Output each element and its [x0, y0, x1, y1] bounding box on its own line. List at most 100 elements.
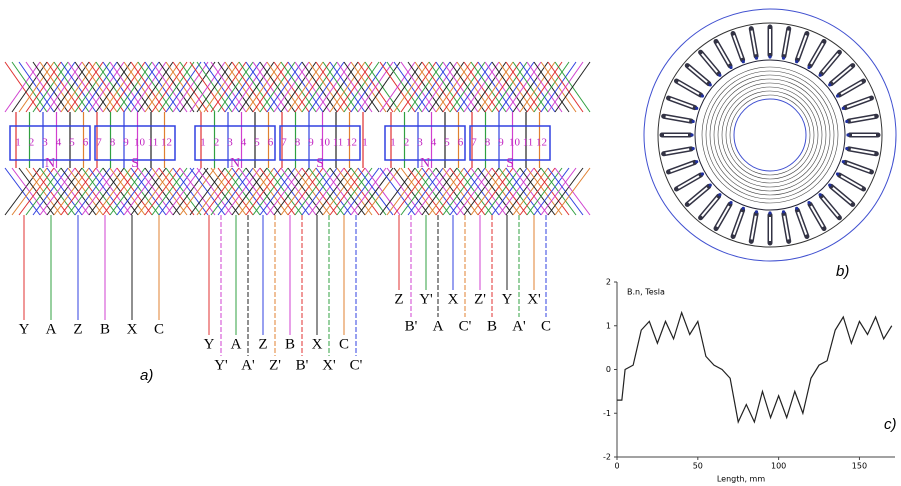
slot-number: 7 — [281, 137, 287, 149]
slot-core — [702, 54, 717, 72]
panel-label: c) — [884, 416, 897, 433]
slot-number: 8 — [485, 137, 491, 149]
y-tick-label: 0 — [606, 365, 611, 374]
node — [709, 83, 712, 86]
terminal-label: B' — [405, 318, 418, 334]
terminal-label: A — [231, 336, 242, 352]
node — [692, 147, 695, 150]
flux-line — [722, 87, 818, 183]
node — [842, 107, 845, 110]
node — [692, 120, 695, 123]
x-tick-label: 150 — [852, 462, 867, 471]
pole-label: N — [230, 156, 240, 171]
slot-core — [833, 188, 851, 203]
terminal-label: Y' — [214, 357, 228, 373]
node — [701, 94, 704, 97]
terminal-label: C' — [350, 357, 363, 373]
node — [795, 60, 798, 63]
node — [755, 210, 758, 213]
terminal-label: B — [285, 336, 295, 352]
slot-core — [798, 35, 806, 58]
node — [807, 66, 810, 69]
data-line — [617, 313, 892, 422]
node — [842, 160, 845, 163]
node — [836, 94, 839, 97]
terminal-label: C' — [459, 318, 472, 334]
terminal-label: Y — [19, 321, 30, 337]
slot-number: 2 — [214, 137, 220, 149]
y-axis-title: B.n, Tesla — [627, 288, 665, 297]
terminal-label: C — [154, 321, 164, 337]
slot-core — [847, 163, 870, 171]
terminal-label: A — [433, 318, 444, 334]
slot-number: 5 — [444, 137, 450, 149]
rotor — [695, 60, 845, 210]
terminal-label: X' — [322, 357, 336, 373]
slot-number: 8 — [110, 137, 116, 149]
y-tick-label: -1 — [603, 409, 611, 418]
terminal-label: A' — [241, 357, 255, 373]
slot-number: 6 — [268, 137, 274, 149]
node — [701, 172, 704, 175]
x-tick-label: 0 — [614, 462, 619, 471]
terminal-label: Z — [394, 291, 403, 307]
terminal-label: B — [487, 318, 497, 334]
node — [768, 211, 771, 214]
slot-number: 1 — [390, 137, 396, 149]
node — [718, 193, 721, 196]
pole-box — [195, 126, 275, 160]
shaft — [734, 99, 806, 171]
x-tick-label: 100 — [771, 462, 786, 471]
flux-line — [710, 75, 830, 195]
node — [755, 57, 758, 60]
slot-number: 6 — [458, 137, 464, 149]
slot-core — [670, 99, 693, 107]
node — [836, 172, 839, 175]
slot-number: 9 — [123, 137, 129, 149]
terminal-label: Y' — [419, 291, 433, 307]
slot-core — [847, 99, 870, 107]
terminal-label: A' — [512, 318, 526, 334]
slot-core — [717, 206, 729, 227]
slot-number: 2 — [29, 137, 35, 149]
pole-label: S — [506, 156, 514, 171]
panel-label: b) — [836, 263, 849, 280]
flux-line — [706, 71, 834, 199]
figure: a) b) c) 123456789101112NSYAZBXC12345678… — [0, 0, 901, 486]
y-tick-label: 2 — [606, 278, 611, 287]
slot-number: 4 — [241, 137, 247, 149]
terminal-label: Z' — [269, 357, 281, 373]
terminal-label: Y — [502, 291, 513, 307]
terminal-label: Z — [73, 321, 82, 337]
slot-number: 4 — [56, 137, 62, 149]
slot-number: 5 — [69, 137, 75, 149]
slot-core — [689, 188, 707, 203]
slot-number: 8 — [295, 137, 301, 149]
y-tick-label: 1 — [606, 321, 611, 330]
node — [828, 184, 831, 187]
slot-number: 2 — [404, 137, 410, 149]
slot-number: 11 — [333, 137, 344, 149]
slot-core — [678, 82, 699, 94]
terminal-label: B' — [296, 357, 309, 373]
node — [846, 133, 849, 136]
slot-core — [734, 212, 742, 235]
slot-number: 1 — [362, 137, 368, 149]
flux-line — [726, 91, 814, 179]
slot-number: 9 — [308, 137, 314, 149]
slot-number: 7 — [471, 137, 477, 149]
slot-core — [702, 198, 717, 216]
slot-core — [823, 54, 838, 72]
slot-core — [841, 82, 862, 94]
pole-label: N — [420, 156, 430, 171]
terminal-label: X — [448, 291, 459, 307]
node — [845, 147, 848, 150]
panel-label: a) — [140, 367, 153, 384]
terminal-label: C — [541, 318, 551, 334]
terminal-label: Z' — [474, 291, 486, 307]
node — [718, 74, 721, 77]
node — [819, 193, 822, 196]
slot-number: 1 — [200, 137, 206, 149]
slot-number: 3 — [42, 137, 48, 149]
terminal-label: B — [100, 321, 110, 337]
